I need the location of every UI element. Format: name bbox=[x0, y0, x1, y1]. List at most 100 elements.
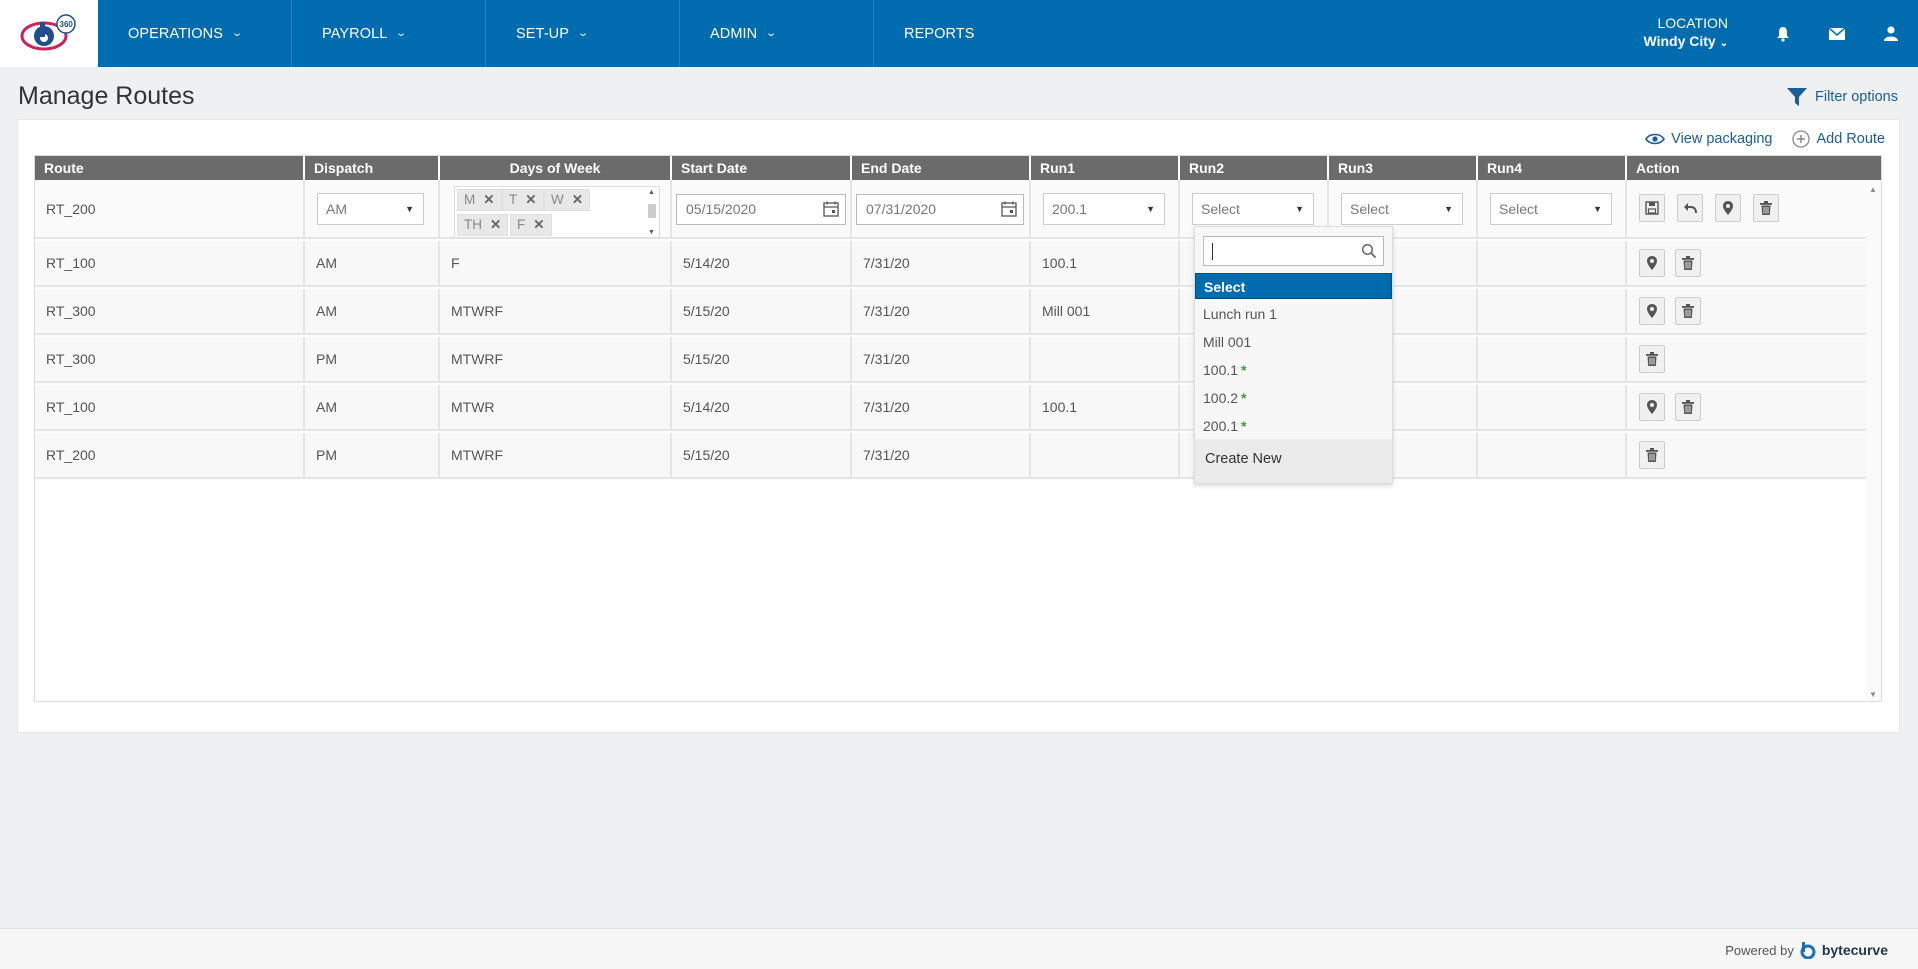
cell-start-date: 05/15/2020 bbox=[672, 180, 852, 237]
cell-run1: 100.1 bbox=[1031, 241, 1180, 285]
cell-run1 bbox=[1031, 337, 1180, 381]
scroll-up-icon[interactable]: ▲ bbox=[1869, 185, 1877, 194]
top-navbar: 360 OPERATIONS ⌄ PAYROLL ⌄ SET-UP ⌄ ADMI… bbox=[0, 0, 1918, 67]
col-end-date[interactable]: End Date bbox=[852, 156, 1031, 180]
cell-dispatch: AM ▼ bbox=[305, 180, 440, 237]
grid-scrollbar[interactable]: ▲ ▼ bbox=[1866, 180, 1881, 701]
nav-payroll[interactable]: PAYROLL ⌄ bbox=[292, 0, 486, 67]
cell-run3 bbox=[1329, 433, 1478, 477]
messages-button[interactable] bbox=[1810, 0, 1864, 67]
col-run3[interactable]: Run3 bbox=[1329, 156, 1478, 180]
delete-button[interactable] bbox=[1675, 297, 1701, 325]
mail-icon bbox=[1829, 27, 1845, 40]
dropdown-option[interactable]: Select bbox=[1195, 273, 1392, 299]
dropdown-option[interactable]: 200.1 * bbox=[1195, 413, 1392, 439]
cell-route: RT_300 bbox=[35, 289, 305, 333]
col-action[interactable]: Action bbox=[1636, 160, 1680, 176]
cell-end-date: 7/31/20 bbox=[852, 385, 1031, 429]
cell-run3 bbox=[1329, 241, 1478, 285]
filter-options-label: Filter options bbox=[1814, 89, 1898, 105]
end-date-input[interactable]: 07/31/2020 bbox=[856, 194, 1024, 225]
location-button[interactable] bbox=[1639, 393, 1665, 421]
svg-text:360: 360 bbox=[60, 20, 74, 29]
nav-reports[interactable]: REPORTS bbox=[874, 0, 1068, 67]
location-button[interactable] bbox=[1639, 297, 1665, 325]
col-start-date[interactable]: Start Date bbox=[672, 156, 852, 180]
dropdown-option[interactable]: Lunch run 1 bbox=[1195, 301, 1392, 327]
filter-options-button[interactable]: Filter options bbox=[1786, 88, 1898, 106]
calendar-icon[interactable] bbox=[823, 201, 839, 217]
dropdown-option[interactable]: 100.2 * bbox=[1195, 385, 1392, 411]
calendar-icon[interactable] bbox=[1001, 201, 1017, 217]
save-button[interactable] bbox=[1639, 194, 1665, 222]
map-pin-icon bbox=[1723, 201, 1733, 215]
cell-dispatch: AM bbox=[305, 289, 440, 333]
run3-select[interactable]: Select ▼ bbox=[1341, 193, 1463, 225]
col-run2[interactable]: Run2 bbox=[1180, 156, 1329, 180]
app-logo[interactable]: 360 bbox=[0, 0, 98, 67]
start-date-value: 05/15/2020 bbox=[686, 201, 757, 217]
caret-down-icon: ▼ bbox=[1146, 204, 1155, 214]
remove-tag-icon[interactable]: ✕ bbox=[525, 192, 537, 207]
caret-down-icon: ▼ bbox=[405, 204, 414, 214]
cell-run3: Select ▼ bbox=[1329, 180, 1478, 237]
table-row[interactable]: RT_300 PM MTWRF 5/15/20 7/31/20 bbox=[35, 337, 1867, 383]
dropdown-option[interactable]: 100.1 * bbox=[1195, 357, 1392, 383]
cell-route: RT_300 bbox=[35, 337, 305, 381]
table-row[interactable]: RT_200 PM MTWRF 5/15/20 7/31/20 bbox=[35, 433, 1867, 479]
delete-button[interactable] bbox=[1639, 345, 1665, 373]
col-days-of-week[interactable]: Days of Week bbox=[440, 156, 672, 180]
end-date-value: 07/31/2020 bbox=[866, 201, 937, 217]
run1-select[interactable]: 200.1 ▼ bbox=[1043, 193, 1165, 225]
scroll-down-icon[interactable]: ▼ bbox=[648, 229, 655, 236]
cell-days: M ✕ T ✕ W ✕ TH ✕ F ✕ ▲ ▼ bbox=[440, 180, 672, 238]
cell-action bbox=[1627, 241, 1867, 285]
page-title: Manage Routes bbox=[18, 82, 195, 110]
start-date-input[interactable]: 05/15/2020 bbox=[676, 194, 846, 225]
trash-icon bbox=[1646, 448, 1658, 462]
remove-tag-icon[interactable]: ✕ bbox=[571, 192, 584, 207]
dropdown-search-input[interactable] bbox=[1203, 236, 1384, 266]
dispatch-select[interactable]: AM ▼ bbox=[317, 193, 424, 225]
remove-tag-icon[interactable]: ✕ bbox=[483, 192, 495, 207]
location-button[interactable] bbox=[1715, 194, 1741, 222]
dropdown-option[interactable]: Mill 001 bbox=[1195, 329, 1392, 355]
location-selector[interactable]: LOCATION Windy City ⌄ bbox=[1644, 14, 1729, 53]
col-route[interactable]: Route bbox=[35, 156, 305, 180]
run4-select[interactable]: Select ▼ bbox=[1490, 193, 1612, 225]
delete-button[interactable] bbox=[1639, 441, 1665, 469]
user-menu-button[interactable] bbox=[1864, 0, 1918, 67]
bytecurve-logo-icon bbox=[1800, 942, 1816, 959]
notifications-button[interactable] bbox=[1756, 0, 1810, 67]
remove-tag-icon[interactable]: ✕ bbox=[490, 217, 502, 232]
nav-operations[interactable]: OPERATIONS ⌄ bbox=[98, 0, 292, 67]
view-packaging-button[interactable]: View packaging bbox=[1645, 130, 1772, 148]
remove-tag-icon[interactable]: ✕ bbox=[533, 217, 545, 232]
col-dispatch[interactable]: Dispatch bbox=[305, 156, 440, 180]
days-multiselect[interactable]: M ✕ T ✕ W ✕ TH ✕ F ✕ ▲ ▼ bbox=[454, 186, 660, 238]
col-run4[interactable]: Run4 bbox=[1478, 156, 1627, 180]
delete-button[interactable] bbox=[1675, 249, 1701, 277]
table-row[interactable]: RT_100 AM F 5/14/20 7/31/20 100.1 bbox=[35, 241, 1867, 287]
create-new-option[interactable]: Create New bbox=[1195, 439, 1392, 483]
undo-button[interactable] bbox=[1677, 194, 1703, 222]
table-row[interactable]: RT_300 AM MTWRF 5/15/20 7/31/20 Mill 001 bbox=[35, 289, 1867, 335]
option-label: 200.1 bbox=[1203, 418, 1239, 434]
location-button[interactable] bbox=[1639, 249, 1665, 277]
table-row[interactable]: RT_100 AM MTWR 5/14/20 7/31/20 100.1 bbox=[35, 385, 1867, 431]
col-run1[interactable]: Run1 bbox=[1031, 156, 1180, 180]
nav-setup[interactable]: SET-UP ⌄ bbox=[486, 0, 680, 67]
option-label: 100.1 bbox=[1203, 362, 1239, 378]
run2-select[interactable]: Select ▼ bbox=[1192, 193, 1314, 225]
cell-end-date: 7/31/20 bbox=[852, 433, 1031, 477]
delete-button[interactable] bbox=[1675, 393, 1701, 421]
add-route-button[interactable]: Add Route bbox=[1792, 130, 1885, 148]
nav-right: LOCATION Windy City ⌄ bbox=[1644, 0, 1918, 67]
delete-button[interactable] bbox=[1753, 194, 1779, 222]
tags-scrollbar[interactable]: ▲ ▼ bbox=[645, 187, 659, 237]
scroll-up-icon[interactable]: ▲ bbox=[648, 189, 655, 196]
cell-run1 bbox=[1031, 433, 1180, 477]
cell-run3 bbox=[1329, 385, 1478, 429]
scroll-down-icon[interactable]: ▼ bbox=[1869, 690, 1877, 699]
nav-admin[interactable]: ADMIN ⌄ bbox=[680, 0, 874, 67]
